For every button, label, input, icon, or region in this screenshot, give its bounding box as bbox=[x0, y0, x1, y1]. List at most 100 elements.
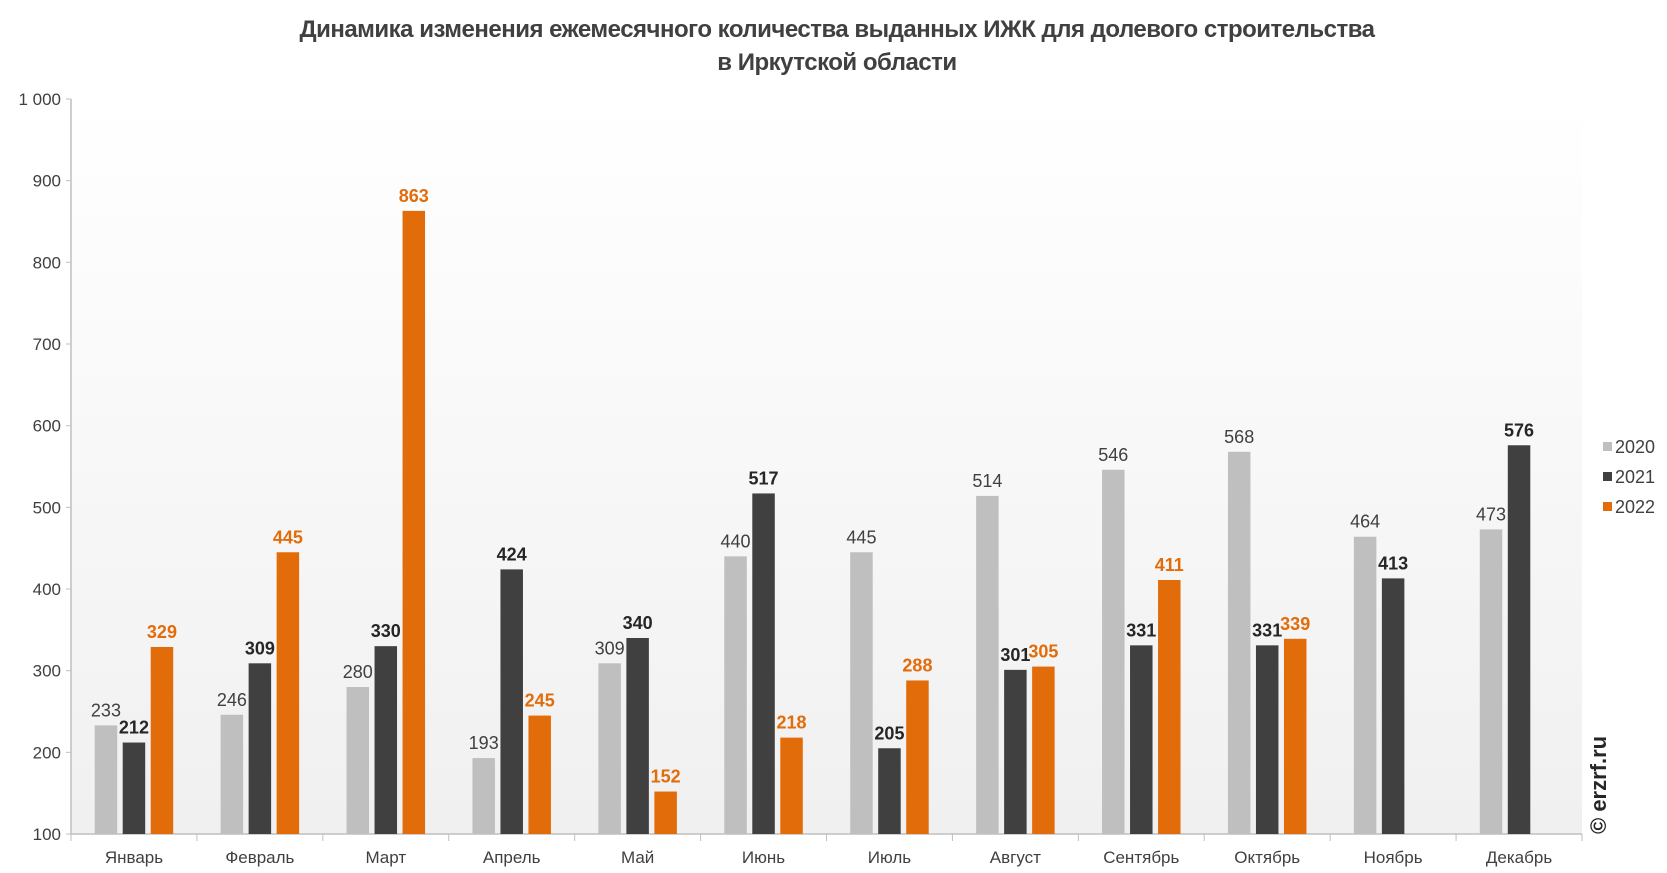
data-label-2021: 331 bbox=[1126, 620, 1156, 640]
y-tick-label: 900 bbox=[33, 172, 61, 191]
bar-2021 bbox=[1130, 645, 1153, 834]
data-label-2020: 280 bbox=[343, 662, 373, 682]
data-label-2021: 330 bbox=[371, 621, 401, 641]
y-tick-label: 400 bbox=[33, 580, 61, 599]
data-label-2022: 288 bbox=[902, 655, 932, 675]
legend-label-2021: 2021 bbox=[1615, 467, 1655, 487]
bar-2021 bbox=[500, 569, 523, 834]
data-label-2022: 218 bbox=[777, 713, 807, 733]
bar-2021 bbox=[122, 742, 146, 834]
bar-2020 bbox=[1102, 469, 1125, 834]
data-label-2022: 329 bbox=[147, 622, 177, 642]
x-tick-label: Март bbox=[365, 848, 406, 867]
bar-2020 bbox=[1227, 451, 1251, 834]
bar-2021 bbox=[1255, 645, 1279, 834]
bar-2020 bbox=[1479, 529, 1503, 834]
bar-2020 bbox=[220, 714, 244, 834]
bar-2020 bbox=[850, 552, 873, 834]
data-label-2021: 576 bbox=[1504, 420, 1534, 440]
x-tick-label: Февраль bbox=[225, 848, 294, 867]
data-label-2020: 464 bbox=[1350, 512, 1380, 532]
watermark: © erzrf.ru bbox=[1586, 736, 1611, 834]
y-tick-label: 500 bbox=[33, 498, 61, 517]
bar-2022 bbox=[150, 646, 174, 834]
legend-swatch-2020 bbox=[1603, 442, 1612, 451]
data-label-2022: 411 bbox=[1155, 555, 1184, 575]
data-label-2021: 340 bbox=[623, 613, 653, 633]
data-label-2021: 413 bbox=[1378, 553, 1408, 573]
bar-2022 bbox=[402, 210, 426, 835]
bar-2021 bbox=[752, 493, 775, 834]
legend-label-2020: 2020 bbox=[1615, 437, 1655, 457]
data-label-2020: 440 bbox=[721, 531, 751, 551]
x-tick-label: Май bbox=[621, 848, 654, 867]
x-tick-label: Декабрь bbox=[1486, 848, 1552, 867]
bar-2021 bbox=[1004, 669, 1027, 834]
legend-label-2022: 2022 bbox=[1615, 497, 1655, 517]
data-label-2021: 517 bbox=[749, 468, 779, 488]
bar-2020 bbox=[1353, 536, 1377, 834]
data-label-2021: 424 bbox=[497, 544, 527, 564]
chart-subtitle: в Иркутской области bbox=[717, 49, 956, 76]
x-tick-label: Июнь bbox=[742, 848, 785, 867]
data-label-2020: 568 bbox=[1224, 427, 1254, 447]
data-label-2022: 245 bbox=[525, 691, 555, 711]
data-label-2022: 152 bbox=[651, 767, 681, 787]
data-label-2022: 305 bbox=[1028, 642, 1058, 662]
bar-2022 bbox=[654, 791, 677, 834]
data-label-2021: 212 bbox=[119, 718, 149, 738]
bar-2021 bbox=[1381, 578, 1405, 834]
data-label-2020: 193 bbox=[469, 733, 499, 753]
bar-2022 bbox=[906, 680, 929, 834]
data-label-2020: 233 bbox=[91, 700, 121, 720]
plot-area bbox=[71, 99, 1582, 834]
y-tick-label: 300 bbox=[33, 662, 61, 681]
bar-2021 bbox=[374, 646, 398, 834]
bar-2022 bbox=[780, 737, 803, 834]
legend-swatch-2021 bbox=[1603, 472, 1612, 481]
chart-title: Динамика изменения ежемесячного количест… bbox=[299, 16, 1375, 43]
data-label-2021: 301 bbox=[1000, 645, 1030, 665]
x-tick-label: Сентябрь bbox=[1103, 848, 1179, 867]
bar-2020 bbox=[346, 687, 370, 834]
bar-2020 bbox=[598, 663, 621, 834]
data-label-2020: 445 bbox=[846, 527, 876, 547]
data-label-2020: 246 bbox=[217, 690, 247, 710]
data-label-2020: 309 bbox=[595, 638, 625, 658]
x-tick-label: Январь bbox=[105, 848, 163, 867]
data-label-2020: 546 bbox=[1098, 445, 1128, 465]
data-label-2021: 205 bbox=[874, 723, 904, 743]
bar-2022 bbox=[1032, 666, 1055, 834]
bar-2021 bbox=[1507, 445, 1531, 834]
y-tick-label: 200 bbox=[33, 743, 61, 762]
bar-2021 bbox=[878, 748, 901, 834]
y-tick-label: 800 bbox=[33, 253, 61, 272]
y-tick-label: 100 bbox=[33, 825, 61, 844]
x-tick-label: Июль bbox=[868, 848, 912, 867]
data-label-2020: 473 bbox=[1476, 504, 1506, 524]
legend-swatch-2022 bbox=[1603, 502, 1612, 511]
data-label-2021: 309 bbox=[245, 638, 275, 658]
data-label-2020: 514 bbox=[972, 471, 1002, 491]
bar-2022 bbox=[1158, 580, 1181, 834]
x-tick-label: Август bbox=[990, 848, 1041, 867]
x-tick-label: Апрель bbox=[483, 848, 541, 867]
data-label-2022: 863 bbox=[399, 186, 429, 206]
y-tick-label: 600 bbox=[33, 417, 61, 436]
bar-2022 bbox=[528, 715, 551, 834]
x-tick-label: Ноябрь bbox=[1364, 848, 1423, 867]
data-label-2022: 445 bbox=[273, 527, 303, 547]
x-tick-label: Октябрь bbox=[1234, 848, 1300, 867]
data-label-2021: 331 bbox=[1252, 620, 1282, 640]
y-tick-label: 700 bbox=[33, 335, 61, 354]
bar-2022 bbox=[1283, 638, 1307, 834]
data-label-2022: 339 bbox=[1280, 614, 1310, 634]
bar-2020 bbox=[472, 758, 495, 834]
bar-2021 bbox=[248, 663, 272, 834]
bar-2020 bbox=[724, 556, 747, 834]
bar-2020 bbox=[94, 725, 118, 834]
y-tick-label: 1 000 bbox=[18, 90, 61, 109]
bar-2021 bbox=[626, 638, 649, 834]
bar-2020 bbox=[976, 495, 999, 834]
